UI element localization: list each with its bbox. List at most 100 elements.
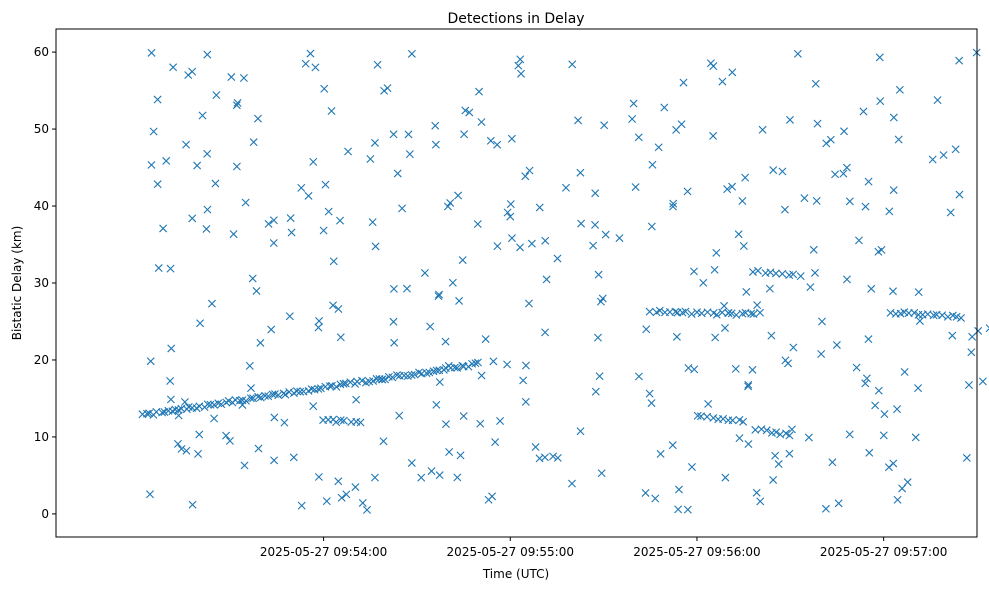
scatter-point bbox=[146, 357, 155, 366]
scatter-point bbox=[507, 234, 516, 243]
scatter-point bbox=[491, 438, 500, 447]
scatter-point bbox=[363, 505, 371, 514]
scatter-point bbox=[337, 493, 346, 502]
scatter-point bbox=[475, 87, 484, 96]
scatter-point bbox=[817, 317, 826, 326]
scatter-point bbox=[793, 49, 802, 58]
scatter-point bbox=[188, 500, 197, 509]
scatter-point bbox=[516, 55, 525, 64]
scatter-point bbox=[806, 283, 815, 292]
scatter-point bbox=[955, 56, 964, 65]
scatter-point bbox=[731, 364, 740, 373]
scatter-point bbox=[758, 125, 767, 134]
scatter-point bbox=[145, 490, 154, 499]
scatter-point bbox=[249, 394, 258, 403]
scatter-point bbox=[782, 429, 790, 438]
scatter-point bbox=[252, 286, 261, 295]
scatter-point bbox=[325, 382, 334, 391]
scatter-point bbox=[735, 434, 744, 443]
scatter-point bbox=[645, 307, 654, 316]
scatter-point bbox=[162, 156, 171, 165]
scatter-point bbox=[222, 431, 231, 440]
scatter-point bbox=[198, 111, 207, 120]
scatter-point bbox=[246, 384, 255, 393]
scatter-point bbox=[453, 473, 462, 482]
scatter-point bbox=[719, 414, 728, 423]
scatter-point bbox=[811, 79, 820, 88]
scatter-point bbox=[744, 440, 753, 449]
scatter-point bbox=[516, 243, 525, 252]
scatter-point bbox=[845, 197, 854, 206]
scatter-point bbox=[211, 179, 220, 188]
scatter-point bbox=[507, 134, 516, 143]
scatter-point bbox=[352, 395, 361, 404]
scatter-point bbox=[435, 290, 443, 299]
scatter-point bbox=[955, 190, 964, 199]
scatter-point bbox=[895, 85, 904, 94]
scatter-point bbox=[574, 116, 583, 125]
scatter-point bbox=[576, 168, 585, 177]
scatter-point bbox=[718, 77, 727, 86]
scatter-point bbox=[314, 384, 323, 393]
scatter-point bbox=[145, 409, 154, 418]
scatter-point bbox=[778, 167, 787, 176]
scatter-point bbox=[235, 396, 244, 405]
scatter-point bbox=[813, 119, 822, 128]
scatter-point bbox=[203, 400, 212, 409]
scatter-point bbox=[684, 363, 693, 372]
scatter-point bbox=[738, 309, 747, 318]
scatter-point bbox=[232, 101, 241, 110]
scatter-point bbox=[503, 208, 512, 217]
scatter-point bbox=[877, 245, 886, 254]
scatter-point bbox=[207, 299, 216, 308]
scatter-point bbox=[473, 358, 482, 367]
scatter-point bbox=[241, 198, 250, 207]
scatter-point bbox=[894, 135, 903, 144]
scatter-point bbox=[270, 456, 279, 465]
scatter-point bbox=[655, 306, 664, 315]
scatter-point bbox=[749, 310, 758, 319]
scatter-point bbox=[227, 73, 236, 82]
scatter-point bbox=[748, 267, 757, 276]
scatter-point bbox=[845, 430, 854, 439]
scatter-point bbox=[780, 205, 789, 214]
scatter-point bbox=[767, 331, 776, 340]
scatter-point bbox=[957, 313, 966, 322]
scatter-point bbox=[738, 196, 747, 205]
scatter-point bbox=[443, 202, 452, 211]
scatter-point bbox=[817, 350, 826, 359]
scatter-point bbox=[384, 372, 393, 381]
scatter-point bbox=[939, 151, 948, 160]
scatter-point bbox=[147, 48, 156, 57]
scatter-point bbox=[771, 269, 780, 278]
scatter-point bbox=[195, 430, 204, 439]
scatter-point bbox=[568, 60, 577, 69]
scatter-point bbox=[741, 173, 750, 182]
scatter-point bbox=[369, 376, 378, 385]
scatter-point bbox=[728, 182, 737, 191]
scatter-point bbox=[525, 166, 534, 175]
scatter-point bbox=[422, 369, 431, 378]
scatter-point bbox=[358, 498, 367, 507]
scatter-point bbox=[718, 308, 727, 317]
scatter-point bbox=[728, 416, 737, 425]
scatter-point bbox=[339, 379, 348, 388]
scatter-point bbox=[149, 127, 158, 136]
scatter-point bbox=[864, 335, 873, 344]
scatter-point bbox=[875, 53, 884, 62]
scatter-point bbox=[166, 395, 175, 404]
scatter-point bbox=[357, 376, 366, 385]
scatter-point bbox=[889, 113, 898, 122]
scatter-point bbox=[441, 337, 450, 346]
scatter-point bbox=[212, 91, 221, 100]
scatter-point bbox=[240, 461, 249, 470]
y-axis-label: Bistatic Delay (km) bbox=[10, 226, 24, 341]
scatter-point bbox=[865, 448, 874, 457]
scatter-point bbox=[874, 386, 883, 395]
scatter-point bbox=[831, 170, 840, 179]
scatter-point bbox=[553, 453, 562, 462]
scatter-point bbox=[789, 343, 798, 352]
scatter-point bbox=[832, 340, 841, 349]
scatter-point bbox=[765, 284, 774, 293]
scatter-point bbox=[778, 269, 787, 278]
